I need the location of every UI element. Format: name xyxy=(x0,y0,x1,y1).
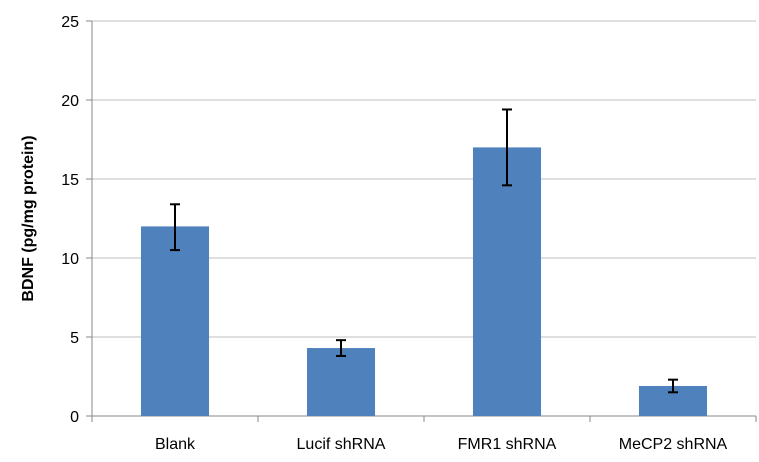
y-tick-label: 5 xyxy=(70,330,79,347)
y-tick-labels: 0 5 10 15 20 25 xyxy=(61,14,79,426)
x-tick-labels: Blank Lucif shRNA FMR1 shRNA MeCP2 shRNA xyxy=(155,436,728,453)
x-tick-label: FMR1 shRNA xyxy=(458,436,557,453)
error-bars xyxy=(170,108,678,394)
bar-fmr1-shrna xyxy=(472,147,542,416)
x-tick-label: Blank xyxy=(155,436,196,453)
bar-lucif-shrna xyxy=(306,348,376,416)
y-tick-label: 15 xyxy=(61,172,79,189)
bar-blank xyxy=(140,226,210,416)
bars xyxy=(140,147,708,416)
y-tick-label: 20 xyxy=(61,93,79,110)
y-axis-label: BDNF (pg/mg protein) xyxy=(20,135,37,301)
y-tick-label: 10 xyxy=(61,251,79,268)
y-tick-label: 0 xyxy=(70,409,79,426)
y-tick-label: 25 xyxy=(61,14,79,31)
x-tick-label: Lucif shRNA xyxy=(297,436,386,453)
x-tick-label: MeCP2 shRNA xyxy=(619,436,728,453)
